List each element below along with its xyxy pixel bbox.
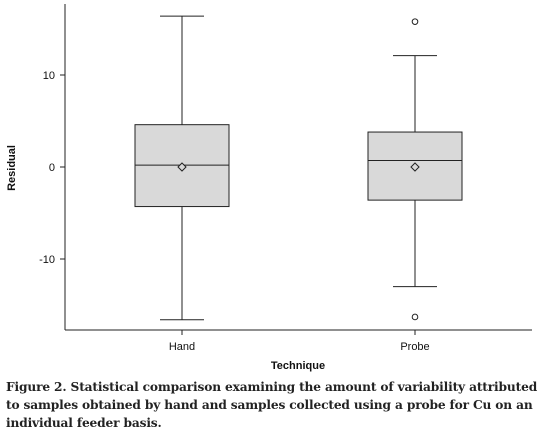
- y-axis-title: Residual: [6, 145, 18, 191]
- x-tick-label: Hand: [169, 341, 195, 353]
- y-tick-label: -10: [39, 254, 55, 266]
- boxes: [134, 15, 463, 321]
- figure-caption: Figure 2. Statistical comparison examini…: [6, 380, 538, 430]
- y-tick-label: 10: [43, 70, 55, 82]
- mean-marker: [410, 162, 420, 172]
- x-axis: Hand Probe: [169, 330, 430, 353]
- outlier-point: [411, 18, 419, 25]
- mean-marker: [177, 162, 187, 172]
- box-hand: [134, 15, 230, 321]
- x-tick-label: Probe: [400, 341, 429, 353]
- y-axis: 10 0 -10: [39, 70, 65, 266]
- x-axis-title: Technique: [271, 360, 325, 372]
- outlier-point: [411, 313, 419, 321]
- box-probe: [367, 18, 463, 321]
- box-plot-chart: 10 0 -10 Hand Probe Residual Technique: [6, 4, 532, 372]
- y-tick-label: 0: [49, 162, 55, 174]
